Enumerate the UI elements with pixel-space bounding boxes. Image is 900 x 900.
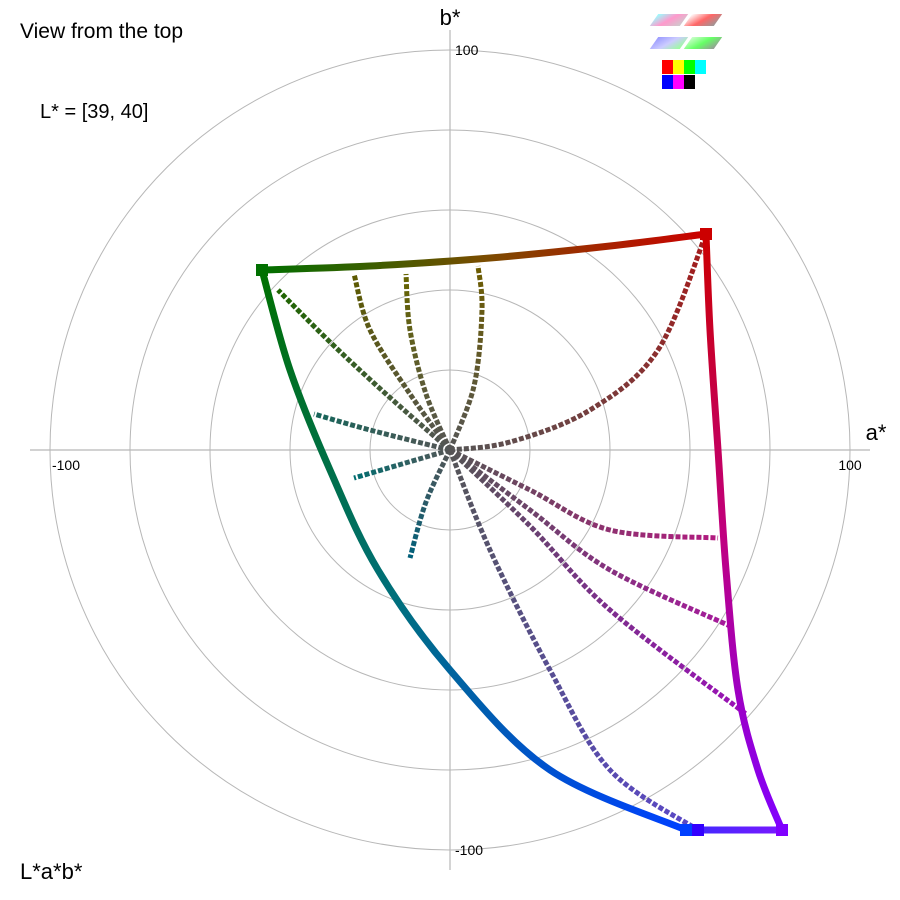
- spoke-line: [448, 447, 719, 541]
- view-thumbnails[interactable]: [648, 10, 723, 92]
- color-swatch: [662, 60, 673, 74]
- spoke-line: [403, 273, 453, 451]
- spoke-line: [353, 447, 451, 481]
- x-tick-label: -100: [52, 457, 80, 473]
- spoke-line: [276, 288, 452, 452]
- view-side-thumb[interactable]: [683, 14, 723, 26]
- y-tick-label: 100: [455, 42, 479, 58]
- color-swatch: [695, 75, 706, 89]
- gamut-marks: [256, 228, 788, 836]
- gamut-vertex-red: [700, 228, 712, 240]
- spoke-line: [407, 448, 453, 559]
- gamut-boundary-green-cyan-blue: [258, 266, 690, 834]
- view-top-thumb[interactable]: [649, 14, 689, 26]
- spoke-line: [449, 233, 709, 453]
- gamut-boundary-red-green: [258, 230, 710, 274]
- spoke-line: [313, 411, 451, 453]
- gamut-vertex-blue: [680, 824, 692, 836]
- tick-labels: -100 100 100 -100 a* b*: [52, 5, 887, 858]
- y-tick-label: -100: [455, 842, 483, 858]
- spoke-line: [448, 448, 748, 716]
- view-3d-thumb[interactable]: [683, 37, 723, 49]
- x-tick-label: 100: [838, 457, 862, 473]
- swatch-row-bottom: [662, 75, 706, 89]
- gamut-vertex-green: [256, 264, 268, 276]
- gamut-boundary-red-magenta-violet: [702, 230, 786, 834]
- color-swatch: [684, 75, 695, 89]
- gamut-vertex-blue-violet: [692, 824, 704, 836]
- color-swatch: [673, 60, 684, 74]
- gamut-vertex-violet: [776, 824, 788, 836]
- color-swatch: [695, 60, 706, 74]
- color-swatch: [684, 60, 695, 74]
- swatch-row-top: [662, 60, 706, 74]
- color-swatch: [662, 75, 673, 89]
- spoke-line: [447, 449, 700, 833]
- spoke-line: [447, 265, 485, 451]
- color-swatch: [673, 75, 684, 89]
- spoke-line: [448, 448, 732, 629]
- a-axis-label: a*: [866, 420, 887, 445]
- view-title: View from the top: [20, 20, 184, 43]
- view-front-thumb[interactable]: [649, 37, 689, 49]
- color-space-label: L*a*b*: [20, 859, 83, 884]
- b-axis-label: b*: [440, 5, 461, 30]
- lightness-range: L* = [39, 40]: [40, 101, 149, 123]
- spoke-line: [351, 273, 453, 452]
